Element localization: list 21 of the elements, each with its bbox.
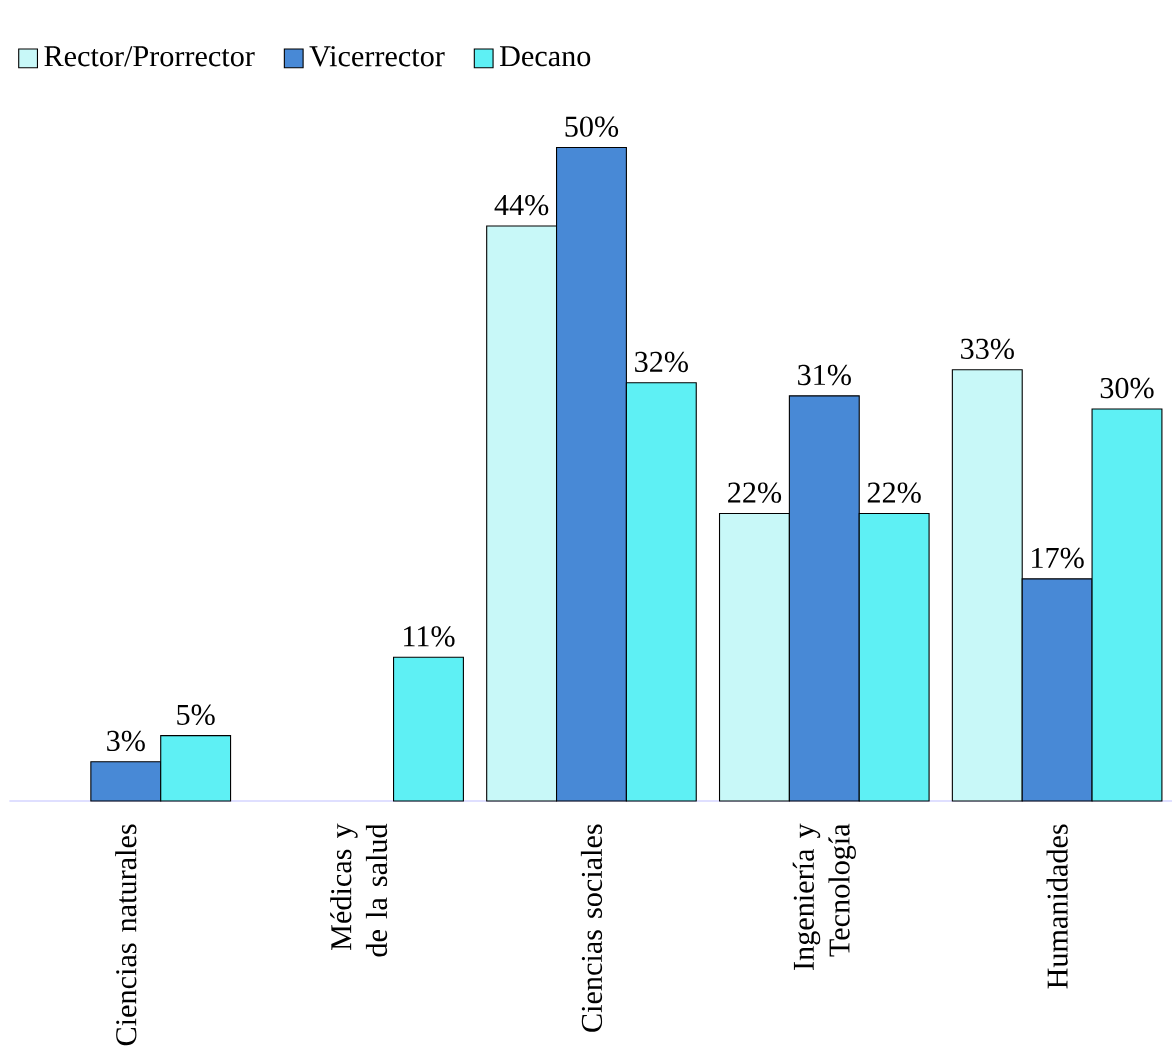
bar [393,656,464,802]
x-tick-label: Ciencias sociales [580,824,603,1032]
x-tick-label: Humanidades [1046,824,1068,989]
data-label: 30% [1100,377,1154,399]
x-tick-label: Ingeniería y Tecnología [792,823,856,970]
legend-label: Rector/Prorrector [44,46,255,67]
data-label: 3% [107,730,145,752]
data-label: 22% [867,482,921,503]
data-label: 50% [565,116,619,137]
x-tick-label: Ciencias naturales [115,824,137,1046]
data-label: 31% [798,364,851,386]
data-label: 11% [404,626,455,647]
data-label: 33% [961,338,1014,360]
data-label: 17% [1032,547,1084,569]
data-label: 22% [728,482,782,503]
legend-label: Decano [499,46,591,67]
legend-label: Vicerrector [309,46,445,67]
x-tick-label: Médicas y de la salud [330,823,388,957]
data-label: 32% [635,351,688,373]
data-label: 44% [494,194,549,216]
data-label: 5% [177,704,215,726]
